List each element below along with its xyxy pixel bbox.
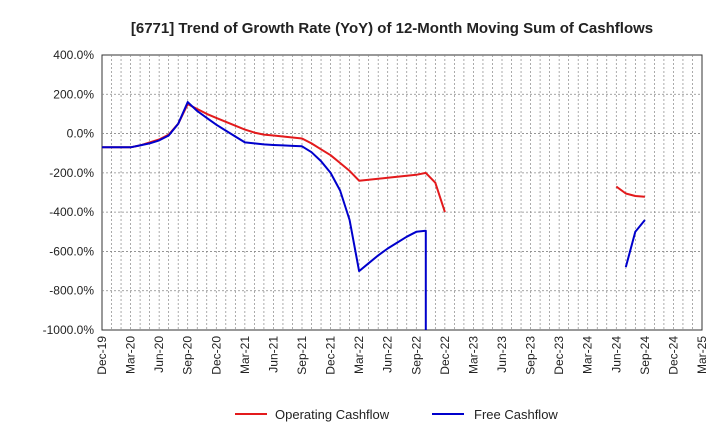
plot-area <box>101 54 703 331</box>
series-line-free-cashflow <box>624 219 646 268</box>
x-tick-label: Sep-21 <box>295 336 309 375</box>
x-tick-label: Sep-20 <box>181 336 195 375</box>
y-tick-label: 0.0% <box>67 127 95 141</box>
y-tick-label: 200.0% <box>53 87 94 101</box>
x-tick-label: Sep-22 <box>409 336 423 375</box>
x-tick-label: Sep-23 <box>524 336 538 375</box>
x-tick-label: Dec-23 <box>552 336 566 375</box>
y-tick-label: -800.0% <box>49 284 94 298</box>
x-tick-label: Jun-20 <box>152 336 166 373</box>
x-tick-label: Jun-24 <box>609 336 623 373</box>
x-tick-label: Jun-22 <box>381 336 395 373</box>
x-tick-label: Jun-23 <box>495 336 509 373</box>
y-tick-label: -1000.0% <box>43 323 95 337</box>
x-tick-label: Mar-23 <box>466 336 480 374</box>
y-tick-label: -200.0% <box>49 166 94 180</box>
x-tick-label: Mar-25 <box>695 336 709 374</box>
x-tick-label: Mar-24 <box>581 336 595 374</box>
x-tick-label: Mar-22 <box>352 336 366 374</box>
x-tick-label: Jun-21 <box>266 336 280 373</box>
x-tick-label: Dec-24 <box>666 336 680 375</box>
x-tick-label: Dec-22 <box>438 336 452 375</box>
legend: Operating Cashflow Free Cashflow <box>235 407 558 422</box>
series-lines <box>102 101 646 330</box>
legend-label-operating-cashflow: Operating Cashflow <box>275 407 390 422</box>
y-tick-label: 400.0% <box>53 48 94 62</box>
series-line-operating-cashflow <box>615 185 645 198</box>
y-tick-label: -400.0% <box>49 205 94 219</box>
x-tick-label: Dec-19 <box>95 336 109 375</box>
series-line-free-cashflow <box>102 101 427 330</box>
x-tick-label: Dec-21 <box>324 336 338 375</box>
x-tick-label: Dec-20 <box>209 336 223 375</box>
y-axis-ticks: 400.0% 200.0% 0.0% -200.0% -400.0% -600.0% -80… <box>43 48 95 337</box>
legend-label-free-cashflow: Free Cashflow <box>474 407 558 422</box>
x-tick-label: Mar-20 <box>124 336 138 374</box>
plot-frame <box>101 54 703 331</box>
x-axis-ticks: Dec-19 Mar-20 Jun-20 Sep-20 Dec-20 Mar-21 Jun-… <box>95 336 709 375</box>
x-tick-label: Mar-21 <box>238 336 252 374</box>
y-tick-label: -600.0% <box>49 244 94 258</box>
x-tick-label: Sep-24 <box>638 336 652 375</box>
chart-title: [6771] Trend of Growth Rate (YoY) of 12-… <box>131 20 653 37</box>
grid-lines <box>102 55 702 330</box>
